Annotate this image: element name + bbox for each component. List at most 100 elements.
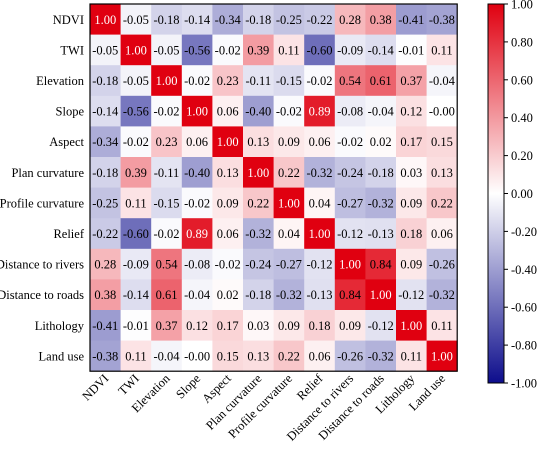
heatmap-cell [151, 157, 183, 188]
cell-value-label: -0.02 [123, 135, 149, 149]
cell-value-label: 0.22 [431, 196, 453, 210]
cell-value-label: 0.18 [400, 227, 422, 241]
cell-value-label: -0.27 [276, 258, 302, 272]
row-label: Lithology [35, 319, 85, 333]
cell-value-label: -0.34 [92, 135, 119, 149]
heatmap-cell [273, 279, 305, 311]
cell-value-label: 0.11 [431, 43, 452, 57]
heatmap-cell [304, 310, 336, 341]
cell-value-label: -0.12 [306, 258, 332, 272]
heatmap-cell [334, 157, 366, 188]
cell-value-label: -0.04 [429, 74, 456, 88]
heatmap-cell [304, 4, 336, 35]
cell-value-label: 0.13 [217, 166, 239, 180]
heatmap-cell [304, 279, 336, 311]
cell-value-label: 0.37 [156, 319, 178, 333]
heatmap-cell [90, 340, 121, 372]
heatmap-cell [212, 310, 244, 341]
heatmap-cell [90, 4, 121, 35]
cell-value-label: -0.14 [368, 43, 395, 57]
cell-value-label: -0.14 [92, 105, 119, 119]
cell-value-label: 0.03 [400, 166, 422, 180]
heatmap-cell [181, 248, 213, 280]
row-label: Relief [53, 227, 84, 241]
column-label: NDVI [79, 371, 111, 403]
cell-value-label: 1.00 [186, 105, 208, 119]
cell-value-label: -0.32 [368, 196, 394, 210]
cell-value-label: 0.15 [217, 349, 239, 363]
heatmap-cell [334, 187, 366, 219]
heatmap-cell [243, 95, 274, 127]
cell-value-label: -0.26 [337, 349, 363, 363]
cell-value-label: -0.09 [337, 43, 363, 57]
heatmap-cell [426, 65, 458, 97]
heatmap-cell [212, 187, 244, 219]
cell-value-label: 0.84 [370, 258, 393, 272]
heatmap-cell [304, 157, 336, 188]
heatmap-cell [426, 4, 458, 35]
cell-value-label: 0.09 [400, 196, 422, 210]
colorbar-tick-label: -1.00 [511, 377, 537, 391]
cell-value-label: 0.06 [217, 227, 239, 241]
heatmap-cell [396, 248, 427, 280]
row-label: Elevation [36, 74, 85, 88]
heatmap-cell [212, 4, 244, 35]
heatmap-cell [120, 157, 152, 188]
cell-value-label: 0.11 [125, 349, 146, 363]
cell-value-label: 1.00 [156, 74, 178, 88]
heatmap-cell [120, 4, 152, 35]
heatmap-cell [243, 126, 274, 158]
cell-value-label: -0.27 [337, 196, 363, 210]
cell-value-label: 0.03 [247, 319, 269, 333]
cell-value-label: -0.25 [92, 196, 118, 210]
heatmap-cell [273, 157, 305, 188]
cell-value-label: -0.02 [184, 74, 210, 88]
heatmap-cell [212, 126, 244, 158]
cell-value-label: -0.05 [153, 43, 179, 57]
heatmap-cell [151, 187, 183, 219]
cell-value-label: -0.18 [153, 13, 179, 27]
colorbar-tick-label: 0.60 [511, 73, 533, 87]
heatmap-cell [334, 65, 366, 97]
cell-value-label: -0.41 [92, 319, 118, 333]
heatmap-cell [304, 126, 336, 158]
row-label: Land use [39, 349, 85, 363]
heatmap-cell [273, 95, 305, 127]
cell-value-label: -0.11 [154, 166, 180, 180]
heatmap-cell [181, 218, 213, 250]
cell-value-label: 0.13 [431, 166, 453, 180]
cell-value-label: 0.23 [217, 74, 239, 88]
heatmap-cell [243, 4, 274, 35]
heatmap-cell [396, 126, 427, 158]
colorbar-tick-label: -0.80 [511, 339, 537, 353]
heatmap-cell [304, 34, 336, 66]
heatmap-cell [273, 310, 305, 341]
heatmap-cell [334, 340, 366, 372]
heatmap-cell [334, 34, 366, 66]
heatmap-cell [396, 187, 427, 219]
heatmap-cell [212, 340, 244, 372]
heatmap-cell [243, 157, 274, 188]
heatmap-cell [334, 310, 366, 341]
heatmap-cell [273, 218, 305, 250]
heatmap-cell [120, 218, 152, 250]
heatmap-cell [334, 218, 366, 250]
cell-value-label: -0.02 [153, 105, 179, 119]
cell-value-label: -0.32 [276, 288, 302, 302]
cell-value-label: 0.11 [278, 43, 299, 57]
cell-value-label: 0.54 [156, 258, 179, 272]
heatmap-cell [396, 95, 427, 127]
heatmap-cell [365, 310, 397, 341]
cell-value-label: 0.15 [431, 135, 453, 149]
heatmap-cell [365, 4, 397, 35]
cell-value-label: -0.02 [153, 227, 179, 241]
cell-value-label: 1.00 [247, 166, 269, 180]
cell-value-label: -0.18 [368, 166, 394, 180]
heatmap-cell [365, 218, 397, 250]
heatmap-frame [89, 3, 458, 372]
cell-value-label: -0.04 [368, 105, 395, 119]
cell-value-label: 1.00 [94, 13, 116, 27]
heatmap-cell [90, 248, 121, 280]
cell-value-label: -0.56 [184, 43, 210, 57]
cell-value-label: 0.06 [309, 349, 331, 363]
